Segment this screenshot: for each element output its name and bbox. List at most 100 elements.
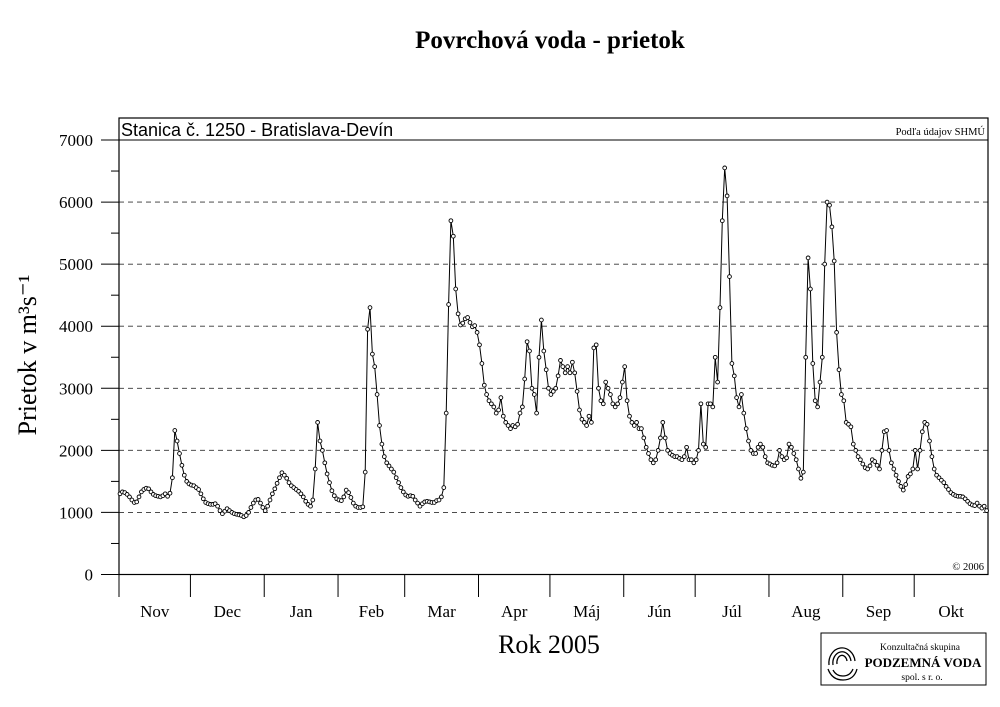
data-point	[805, 255, 811, 261]
data-point	[281, 472, 287, 478]
data-point	[341, 494, 347, 500]
data-point	[381, 454, 387, 459]
data-point	[591, 345, 597, 351]
data-point	[436, 497, 442, 503]
data-point	[650, 460, 656, 466]
data-point	[536, 354, 542, 360]
logo-line-2: PODZEMNÁ VODA	[865, 655, 982, 670]
data-point	[472, 323, 478, 328]
data-point	[850, 441, 856, 447]
data-point	[339, 498, 344, 503]
data-point	[662, 435, 668, 441]
data-point	[439, 494, 444, 500]
data-point	[522, 376, 528, 382]
data-point	[839, 392, 844, 397]
data-point	[508, 426, 513, 431]
data-point	[612, 404, 618, 410]
y-tick-label: 7000	[59, 131, 93, 150]
data-point	[379, 441, 385, 447]
data-point	[708, 401, 713, 407]
data-point	[917, 448, 923, 453]
data-point	[943, 484, 949, 489]
data-point	[198, 491, 204, 497]
data-point	[693, 457, 699, 463]
data-point	[453, 286, 459, 292]
data-point	[872, 459, 878, 464]
data-point	[286, 480, 292, 485]
data-point	[527, 348, 532, 354]
data-point	[258, 500, 263, 506]
data-point	[984, 508, 989, 513]
data-point	[543, 367, 549, 373]
y-tick-label: 2000	[59, 441, 93, 460]
data-point	[320, 448, 325, 453]
data-point	[181, 472, 187, 478]
data-point	[627, 413, 632, 419]
data-point	[739, 392, 744, 397]
data-point	[503, 420, 509, 425]
y-tick-label: 1000	[59, 503, 93, 522]
data-point	[860, 461, 866, 467]
data-point	[779, 454, 785, 459]
data-point	[929, 454, 935, 459]
data-point	[446, 302, 451, 307]
data-point	[396, 480, 401, 485]
x-tick-label: Júl	[722, 602, 742, 621]
logo-line-3: spol. s r. o.	[901, 673, 942, 683]
data-point	[308, 503, 313, 509]
data-point	[520, 404, 525, 410]
data-point	[489, 401, 494, 407]
data-point	[634, 420, 639, 425]
data-point	[179, 462, 185, 468]
data-point	[322, 460, 328, 466]
data-point	[560, 364, 566, 369]
data-point	[498, 395, 504, 400]
data-point	[660, 420, 666, 425]
data-point	[772, 463, 778, 469]
data-point	[620, 379, 625, 385]
y-tick-label: 6000	[59, 193, 93, 212]
x-tick-label: Feb	[359, 602, 385, 621]
data-point	[515, 421, 520, 427]
data-point	[817, 379, 823, 385]
data-point	[562, 370, 568, 376]
data-point	[646, 451, 651, 456]
data-point	[127, 494, 132, 500]
data-point	[741, 410, 747, 416]
data-point	[696, 448, 701, 453]
data-point	[370, 351, 375, 357]
data-point	[743, 426, 749, 431]
data-point	[246, 510, 251, 515]
data-point	[200, 496, 206, 502]
data-point	[486, 398, 492, 404]
data-point	[605, 385, 611, 391]
data-point	[915, 466, 920, 472]
chart-title: Povrchová voda - prietok	[415, 27, 685, 54]
data-point	[267, 497, 273, 503]
data-point	[722, 165, 728, 171]
data-point	[531, 392, 537, 397]
data-point	[617, 395, 623, 400]
data-point	[248, 505, 254, 510]
data-point	[867, 463, 873, 469]
data-point	[165, 493, 170, 499]
data-point	[553, 385, 559, 391]
copyright-note: © 2006	[952, 562, 984, 573]
data-point	[315, 420, 320, 425]
data-point	[981, 503, 987, 509]
data-point	[172, 428, 178, 433]
data-point	[572, 370, 578, 376]
data-point	[848, 424, 854, 430]
data-point	[829, 224, 835, 230]
data-point	[548, 392, 554, 397]
data-point	[803, 354, 809, 360]
data-point	[415, 500, 420, 506]
data-point	[703, 444, 709, 450]
data-point	[479, 361, 485, 366]
data-point	[474, 330, 480, 335]
data-point	[541, 348, 547, 354]
data-point	[565, 364, 570, 369]
data-point	[886, 448, 892, 453]
data-point	[586, 413, 592, 419]
data-point	[758, 441, 763, 447]
